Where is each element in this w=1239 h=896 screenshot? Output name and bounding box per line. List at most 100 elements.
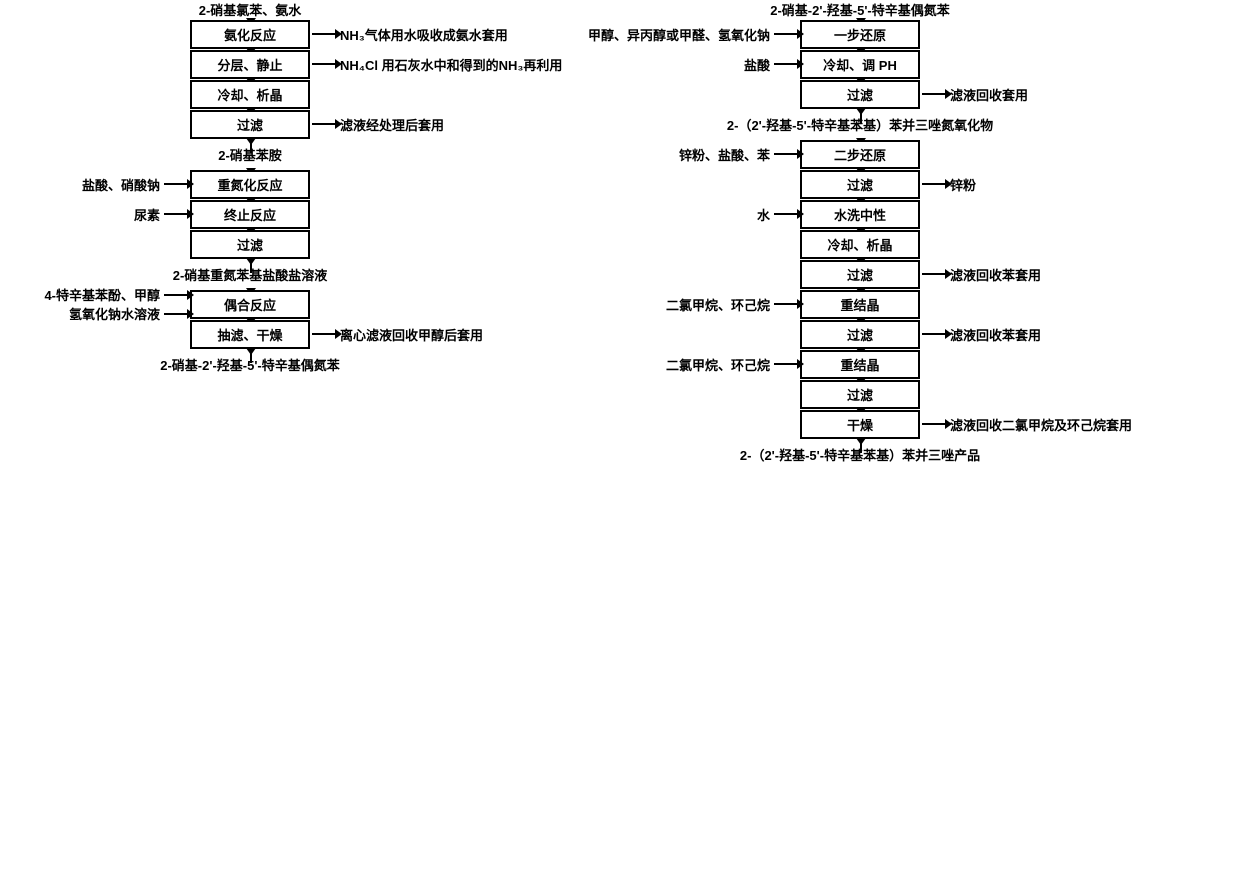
arrow-right-icon [922, 273, 946, 275]
right-box-7: 冷却、析晶 [800, 230, 920, 259]
right-outright-13: 滤液回收二氯甲烷及环己烷套用 [922, 415, 1132, 434]
right-box-11: 重结晶 [800, 350, 920, 379]
arrow-right-icon [774, 33, 798, 35]
left-inleft-9: 4-特辛基苯酚、甲醇氢氧化钠水溶液 [44, 285, 188, 323]
left-step-11: 2-硝基-2'-羟基-5'-特辛基偶氮苯 [60, 349, 440, 379]
right-step-10: 过滤滤液回收苯套用 [650, 319, 1070, 349]
right-step-3: 2-（2'-羟基-5'-特辛基苯基）苯并三唑氮氧化物 [650, 109, 1070, 139]
right-step-2: 过滤 滤液回收套用 [650, 79, 1070, 109]
right-outright-label-13: 滤液回收二氯甲烷及环己烷套用 [950, 415, 1132, 434]
left-outright-10: 离心滤液回收甲醇后套用 [312, 325, 483, 344]
right-box-4: 二步还原 [800, 140, 920, 169]
arrow-right-icon [164, 213, 188, 215]
left-inleft-label-9-0: 4-特辛基苯酚、甲醇 [44, 285, 160, 304]
left-step-9: 偶合反应4-特辛基苯酚、甲醇氢氧化钠水溶液 [60, 289, 440, 319]
right-step-14: 2-（2'-羟基-5'-特辛基苯基）苯并三唑产品 [650, 439, 1070, 469]
arrow-right-icon [312, 333, 336, 335]
right-top-input: 2-硝基-2'-羟基-5'-特辛基偶氮苯 [770, 0, 950, 19]
right-inleft-4: 锌粉、盐酸、苯 [679, 145, 798, 164]
left-freetext-11: 2-硝基-2'-羟基-5'-特辛基偶氮苯 [160, 355, 340, 374]
left-step-7: 过滤 [60, 229, 440, 259]
left-outright-3: 滤液经处理后套用 [312, 115, 444, 134]
right-inleft-9: 二氯甲烷、环己烷 [666, 295, 798, 314]
arrow-right-icon [922, 333, 946, 335]
left-step-2: 冷却、析晶 [60, 79, 440, 109]
right-outright-10: 滤液回收苯套用 [922, 325, 1041, 344]
right-inleft-6: 水 [757, 205, 798, 224]
flowchart-right: 2-硝基-2'-羟基-5'-特辛基偶氮苯 一步还原甲醇、异丙醇或甲醛、氢氧化钠冷… [560, 0, 1239, 469]
left-freetext-8: 2-硝基重氮苯基盐酸盐溶液 [173, 265, 328, 284]
right-step-13: 干燥滤液回收二氯甲烷及环己烷套用 [650, 409, 1070, 439]
left-outright-0: NH₃气体用水吸收成氨水套用 [312, 25, 508, 44]
arrow-right-icon [922, 93, 946, 95]
right-outright-label-2: 滤液回收套用 [950, 85, 1028, 104]
right-inleft-label-11: 二氯甲烷、环己烷 [666, 355, 770, 374]
left-step-1: 分层、静止NH₄Cl 用石灰水中和得到的NH₃再利用 [60, 49, 440, 79]
left-box-9: 偶合反应 [190, 290, 310, 319]
left-step-3: 过滤滤液经处理后套用 [60, 109, 440, 139]
right-step-8: 过滤 滤液回收苯套用 [650, 259, 1070, 289]
left-box-0: 氨化反应 [190, 20, 310, 49]
left-inleft-label-6: 尿素 [134, 205, 160, 224]
arrow-right-icon [312, 123, 336, 125]
right-outright-5: 锌粉 [922, 175, 976, 194]
left-top-input: 2-硝基氯苯、氨水 [199, 0, 302, 19]
right-outright-8: 滤液回收苯套用 [922, 265, 1041, 284]
right-box-0: 一步还原 [800, 20, 920, 49]
left-box-1: 分层、静止 [190, 50, 310, 79]
right-step-6: 水洗中性水 [650, 199, 1070, 229]
right-outright-label-8: 滤液回收苯套用 [950, 265, 1041, 284]
right-inleft-label-0: 甲醇、异丙醇或甲醛、氢氧化钠 [588, 25, 770, 44]
right-box-9: 重结晶 [800, 290, 920, 319]
right-step-12: 过滤 [650, 379, 1070, 409]
left-inleft-label-5: 盐酸、硝酸钠 [82, 175, 160, 194]
left-step-0: 氨化反应NH₃气体用水吸收成氨水套用 [60, 19, 440, 49]
left-step-10: 抽滤、干燥离心滤液回收甲醇后套用 [60, 319, 440, 349]
right-box-12: 过滤 [800, 380, 920, 409]
right-inleft-label-9: 二氯甲烷、环己烷 [666, 295, 770, 314]
left-box-7: 过滤 [190, 230, 310, 259]
right-inleft-label-4: 锌粉、盐酸、苯 [679, 145, 770, 164]
right-step-5: 过滤锌粉 [650, 169, 1070, 199]
right-column: 2-硝基-2'-羟基-5'-特辛基偶氮苯 一步还原甲醇、异丙醇或甲醛、氢氧化钠冷… [650, 0, 1070, 469]
arrow-right-icon [774, 303, 798, 305]
left-outright-label-10: 离心滤液回收甲醇后套用 [340, 325, 483, 344]
arrow-right-icon [312, 33, 336, 35]
right-freetext-14: 2-（2'-羟基-5'-特辛基苯基）苯并三唑产品 [740, 445, 980, 464]
left-step-6: 终止反应 尿素 [60, 199, 440, 229]
right-box-2: 过滤 [800, 80, 920, 109]
left-step-4: 2-硝基苯胺 [60, 139, 440, 169]
arrow-right-icon [774, 63, 798, 65]
right-box-13: 干燥 [800, 410, 920, 439]
arrow-right-icon [774, 213, 798, 215]
arrow-right-icon [164, 313, 188, 315]
arrow-right-icon [312, 63, 336, 65]
right-outright-2: 滤液回收套用 [922, 85, 1028, 104]
left-column: 2-硝基氯苯、氨水 氨化反应NH₃气体用水吸收成氨水套用分层、静止NH₄Cl 用… [60, 0, 440, 379]
right-step-11: 重结晶 二氯甲烷、环己烷 [650, 349, 1070, 379]
right-box-10: 过滤 [800, 320, 920, 349]
right-step-4: 二步还原 锌粉、盐酸、苯 [650, 139, 1070, 169]
right-freetext-3: 2-（2'-羟基-5'-特辛基苯基）苯并三唑氮氧化物 [727, 115, 993, 134]
left-freetext-4: 2-硝基苯胺 [218, 145, 282, 164]
left-box-6: 终止反应 [190, 200, 310, 229]
right-box-5: 过滤 [800, 170, 920, 199]
right-inleft-1: 盐酸 [744, 55, 798, 74]
right-step-1: 冷却、调 PH 盐酸 [650, 49, 1070, 79]
left-outright-label-3: 滤液经处理后套用 [340, 115, 444, 134]
right-inleft-label-1: 盐酸 [744, 55, 770, 74]
left-box-2: 冷却、析晶 [190, 80, 310, 109]
right-inleft-0: 甲醇、异丙醇或甲醛、氢氧化钠 [588, 25, 798, 44]
arrow-right-icon [922, 183, 946, 185]
left-box-10: 抽滤、干燥 [190, 320, 310, 349]
right-step-0: 一步还原甲醇、异丙醇或甲醛、氢氧化钠 [650, 19, 1070, 49]
left-inleft-5: 盐酸、硝酸钠 [82, 175, 188, 194]
left-outright-label-1: NH₄Cl 用石灰水中和得到的NH₃再利用 [340, 55, 562, 74]
arrow-right-icon [774, 363, 798, 365]
left-outright-label-0: NH₃气体用水吸收成氨水套用 [340, 25, 508, 44]
right-step-7: 冷却、析晶 [650, 229, 1070, 259]
right-box-1: 冷却、调 PH [800, 50, 920, 79]
arrow-right-icon [774, 153, 798, 155]
left-outright-1: NH₄Cl 用石灰水中和得到的NH₃再利用 [312, 55, 562, 74]
right-box-8: 过滤 [800, 260, 920, 289]
